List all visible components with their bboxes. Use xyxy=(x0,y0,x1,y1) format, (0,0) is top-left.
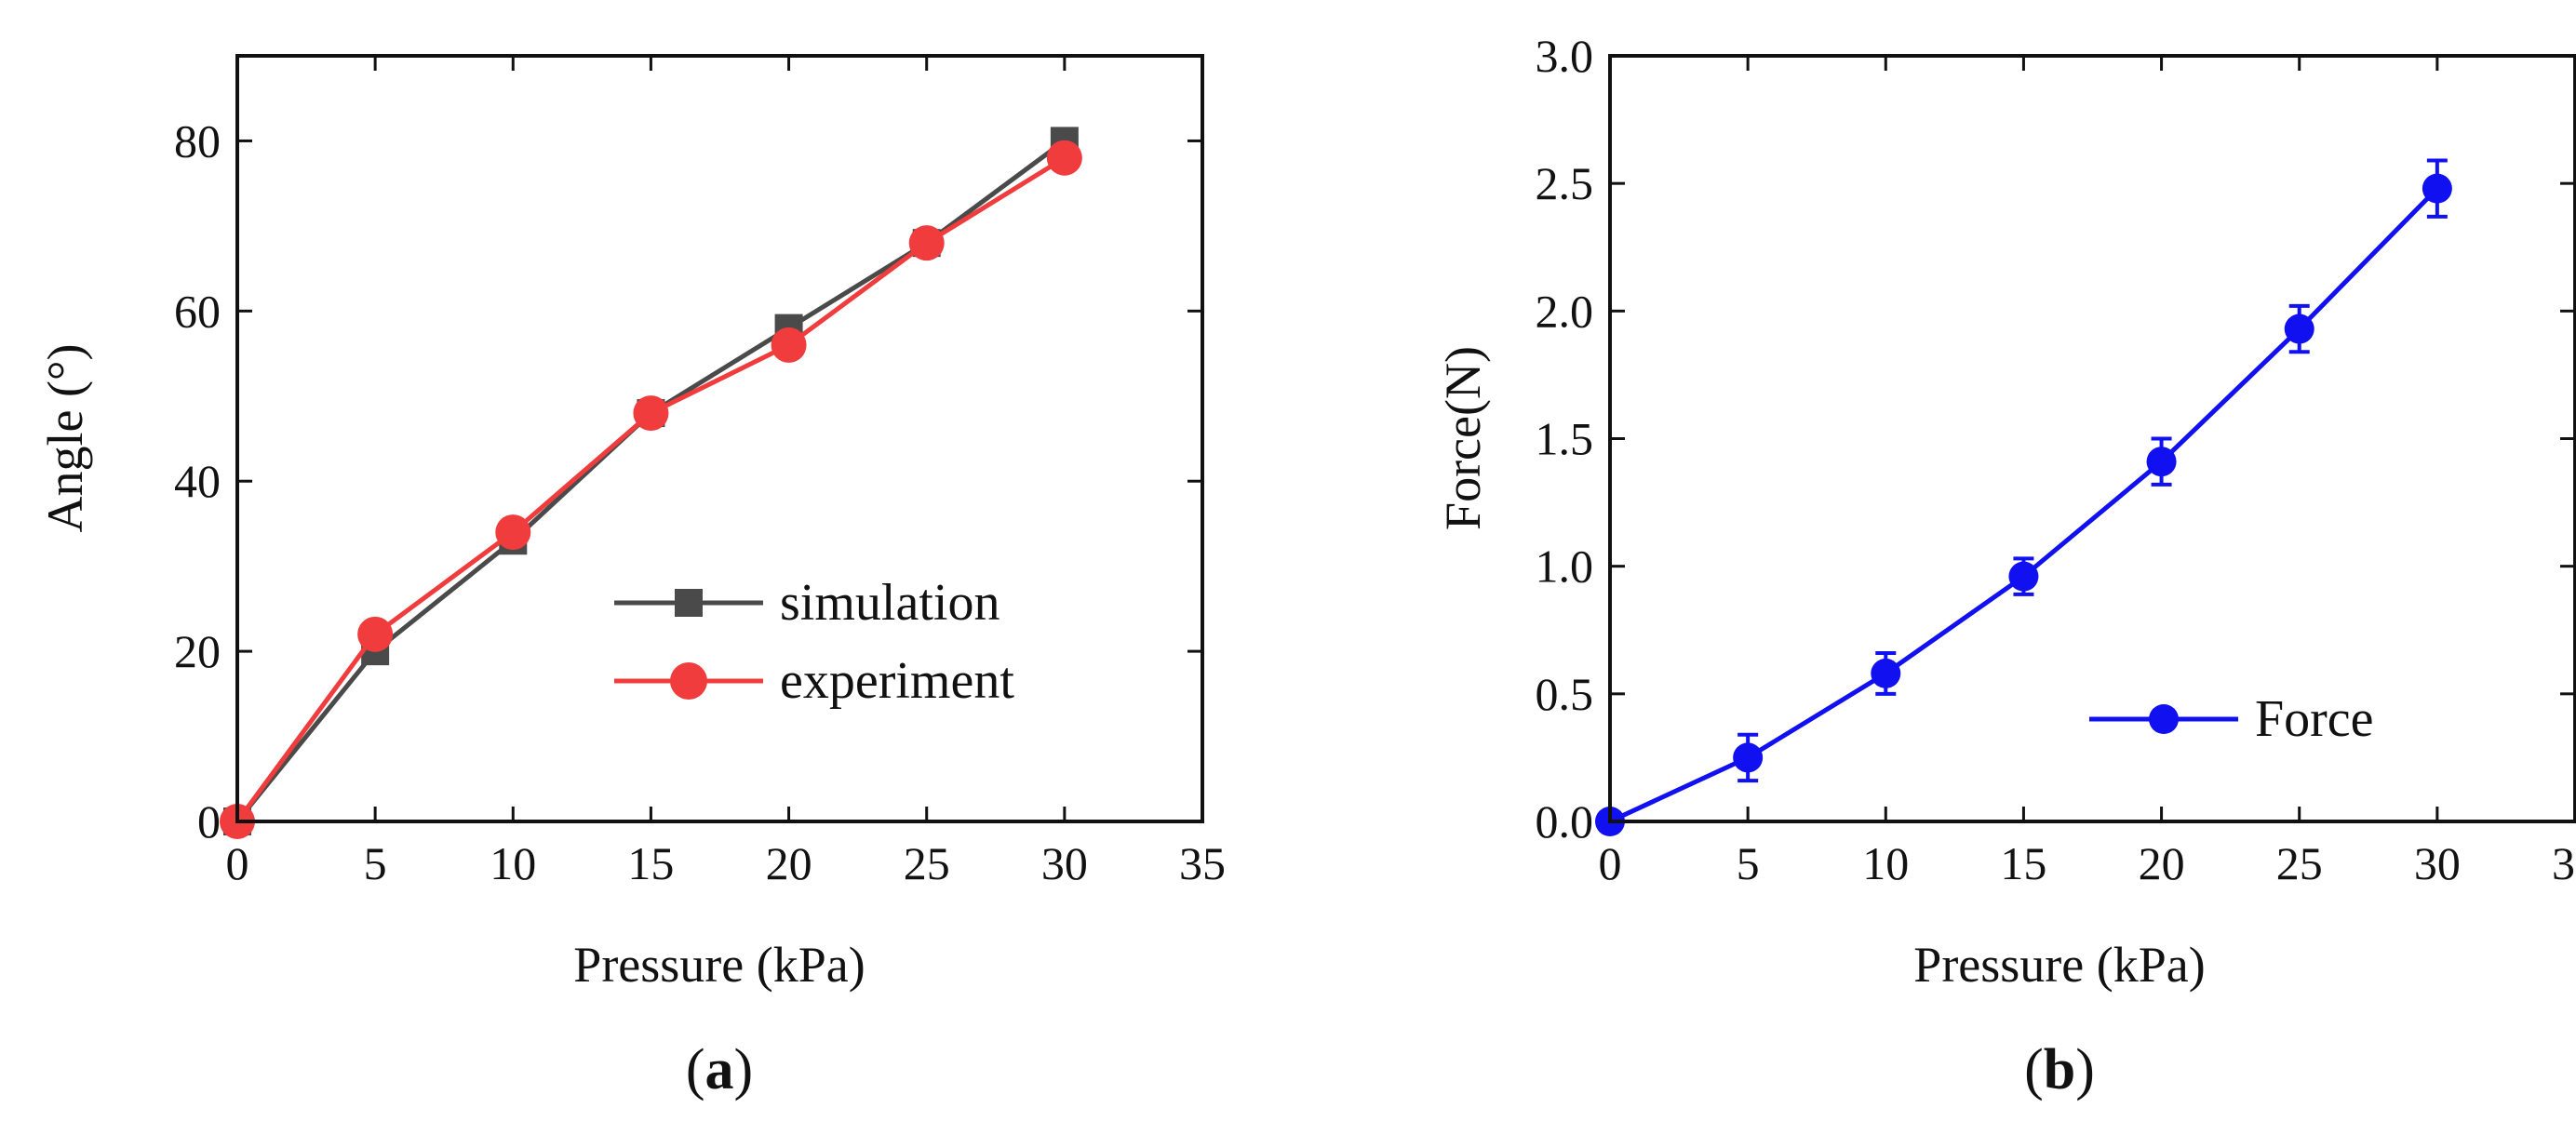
x-tick-label: 0 xyxy=(1599,837,1622,889)
panel-a-letter: a xyxy=(705,1038,734,1101)
legend-marker-Force xyxy=(2149,704,2179,734)
x-tick-label: 5 xyxy=(1737,837,1760,889)
legend-marker-simulation xyxy=(675,589,703,617)
x-tick-label: 15 xyxy=(2000,837,2046,889)
x-tick-label: 25 xyxy=(904,837,950,889)
panel-b-ticks: 0 5 10 15 20 25 30 35 0.0 0.5 1.0 1.5 2.0 2.5 3.0 xyxy=(1536,30,2576,889)
panel-b-y-axis-label: Force(N) xyxy=(1435,346,1491,530)
series-line-experiment xyxy=(235,155,1067,823)
panel-a-ticks: 0 5 10 15 20 25 30 35 0 20 40 60 80 xyxy=(174,56,1226,889)
data-point-experiment xyxy=(771,327,807,363)
data-point-Force xyxy=(1733,742,1764,773)
data-point-Force xyxy=(2008,561,2039,592)
panel-a-y-axis-label: Angle (°) xyxy=(37,343,93,532)
legend-label-experiment: experiment xyxy=(780,652,1014,710)
panel-a-chart: 0 5 10 15 20 25 30 35 0 20 40 60 80 Pressure (kPa) A… xyxy=(37,54,1226,1101)
y-tick-label: 60 xyxy=(174,285,221,337)
x-tick-label: 30 xyxy=(2414,837,2461,889)
legend-label-simulation: simulation xyxy=(780,574,1000,632)
panel-b-chart: 0 5 10 15 20 25 30 35 0.0 0.5 1.0 1.5 2.0 2.5 3.0 Pres… xyxy=(1435,30,2576,1101)
data-point-experiment xyxy=(1046,140,1082,176)
x-tick-label: 10 xyxy=(490,837,536,889)
data-point-Force xyxy=(2284,314,2314,344)
panel-b-marks xyxy=(1595,158,2452,836)
y-tick-label: 2.5 xyxy=(1536,157,1594,209)
x-tick-label: 30 xyxy=(1041,837,1088,889)
panel-a-marks xyxy=(220,127,1082,839)
data-point-Force xyxy=(2422,173,2452,204)
y-tick-label: 2.0 xyxy=(1536,285,1594,337)
panel-a-plot-frame xyxy=(235,54,1204,823)
y-tick-label: 0.5 xyxy=(1536,668,1594,720)
data-point-experiment xyxy=(908,225,945,261)
x-tick-label: 35 xyxy=(1179,837,1226,889)
legend-marker-experiment xyxy=(670,662,707,700)
legend-label-Force: Force xyxy=(2255,690,2374,748)
x-tick-label: 20 xyxy=(2139,837,2185,889)
panel-b-x-axis-label: Pressure (kPa) xyxy=(1913,937,2205,993)
panel-b-letter: b xyxy=(2044,1038,2075,1101)
x-tick-label: 0 xyxy=(226,837,249,889)
panel-a-legend: simulation experiment xyxy=(614,574,1014,710)
y-tick-label: 1.5 xyxy=(1536,413,1594,465)
data-point-experiment xyxy=(357,616,394,652)
y-tick-label: 1.0 xyxy=(1536,540,1594,593)
data-point-experiment xyxy=(495,514,531,551)
y-tick-label: 20 xyxy=(174,625,221,677)
data-point-Force xyxy=(1871,658,1901,688)
data-point-Force xyxy=(2146,447,2177,477)
x-tick-label: 25 xyxy=(2276,837,2323,889)
y-tick-label: 40 xyxy=(174,455,221,507)
x-tick-label: 20 xyxy=(766,837,812,889)
panel-a-caption: (a) xyxy=(686,1038,753,1101)
x-tick-label: 35 xyxy=(2552,837,2576,889)
data-point-experiment xyxy=(633,395,669,432)
x-tick-label: 15 xyxy=(627,837,674,889)
panel-b-caption: (b) xyxy=(2024,1038,2095,1101)
y-tick-label: 0.0 xyxy=(1536,795,1594,847)
y-tick-label: 3.0 xyxy=(1536,30,1594,82)
y-tick-label: 80 xyxy=(174,114,221,167)
x-tick-label: 10 xyxy=(1862,837,1909,889)
panel-b-legend: Force xyxy=(2089,690,2374,748)
panel-a-x-axis-label: Pressure (kPa) xyxy=(573,937,865,993)
y-tick-label: 0 xyxy=(197,795,221,847)
panel-b-plot-frame xyxy=(1608,54,2576,823)
x-tick-label: 5 xyxy=(364,837,387,889)
